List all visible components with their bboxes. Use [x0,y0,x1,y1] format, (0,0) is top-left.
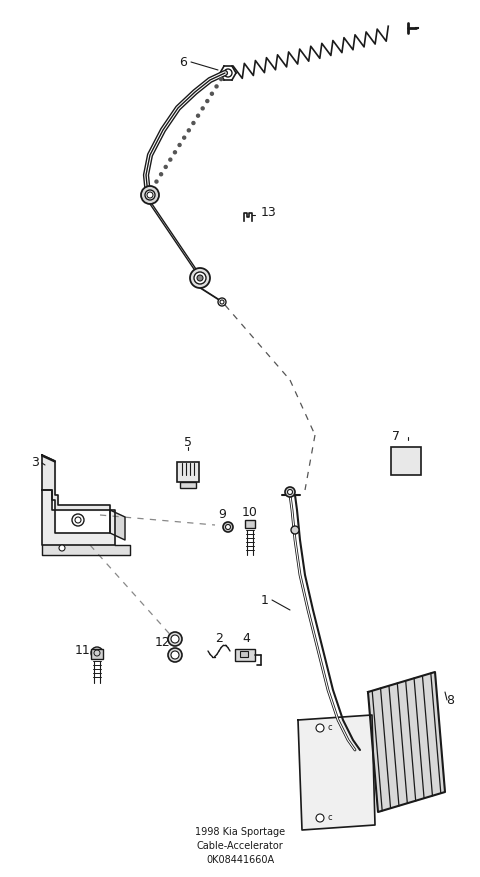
Circle shape [91,647,103,659]
Text: 11: 11 [75,645,91,658]
Circle shape [215,85,218,88]
Circle shape [72,514,84,526]
Circle shape [201,107,204,110]
Circle shape [218,298,226,306]
Text: 13: 13 [261,206,277,219]
Text: 12: 12 [155,637,171,650]
Circle shape [171,651,179,659]
Polygon shape [110,510,125,540]
Circle shape [164,166,167,168]
Text: 1: 1 [261,594,269,607]
Polygon shape [42,455,55,462]
Circle shape [226,524,230,530]
Text: 1998 Kia Sportage
Cable-Accelerator
0K08441660A: 1998 Kia Sportage Cable-Accelerator 0K08… [195,827,285,865]
Circle shape [223,522,233,532]
Text: 5: 5 [184,437,192,450]
Circle shape [190,268,210,288]
Circle shape [150,188,153,190]
Circle shape [288,489,292,495]
Circle shape [168,648,182,662]
Circle shape [285,487,295,497]
Polygon shape [42,545,130,555]
Circle shape [220,77,223,81]
Bar [245,520,255,528]
Circle shape [168,632,182,646]
Text: 3: 3 [31,457,39,469]
Text: 10: 10 [242,505,258,518]
Bar [177,462,199,482]
Bar [391,447,421,475]
Circle shape [155,180,158,183]
Circle shape [159,173,163,175]
Circle shape [316,814,324,822]
Text: 2: 2 [215,631,223,645]
Circle shape [316,724,324,732]
Circle shape [291,526,299,534]
Circle shape [173,151,177,153]
Circle shape [183,136,186,139]
Bar [180,482,196,488]
Text: 9: 9 [218,509,226,522]
Text: 7: 7 [392,431,400,444]
Circle shape [210,92,214,96]
Polygon shape [368,672,445,812]
Text: 6: 6 [179,55,187,68]
Polygon shape [42,455,110,510]
Circle shape [141,186,159,204]
Bar [91,649,103,659]
Circle shape [187,129,190,132]
Circle shape [196,114,200,118]
Circle shape [178,144,181,146]
Circle shape [192,122,195,125]
Bar [235,649,255,661]
Text: 8: 8 [446,694,454,707]
Text: 4: 4 [242,631,250,645]
Bar [240,651,248,657]
Polygon shape [42,490,115,545]
Circle shape [171,635,179,643]
Circle shape [194,272,206,284]
Polygon shape [298,715,375,830]
Text: c: c [328,724,332,732]
Circle shape [59,545,65,551]
Circle shape [206,100,209,103]
Circle shape [197,275,203,281]
Circle shape [145,190,155,200]
Text: c: c [328,814,332,823]
Circle shape [169,158,172,161]
